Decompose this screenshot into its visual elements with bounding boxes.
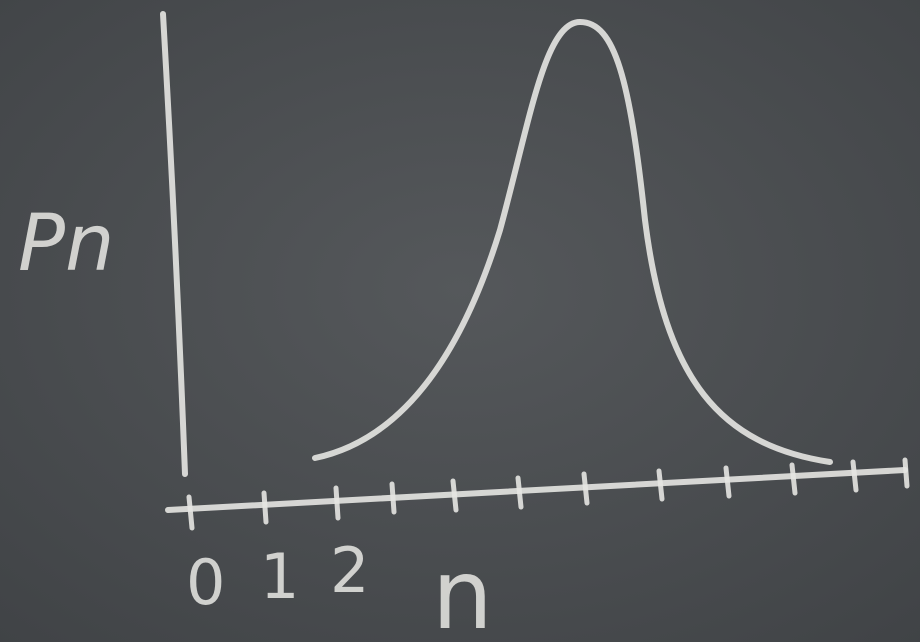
y-axis-label: Pn — [18, 199, 114, 289]
tick — [905, 460, 907, 486]
tick — [853, 462, 856, 490]
tick — [659, 471, 662, 499]
tick — [726, 468, 729, 496]
tick — [189, 497, 192, 528]
chalkboard: Pn 0 1 2 n — [0, 0, 920, 642]
tick — [453, 481, 456, 510]
tick — [518, 478, 521, 507]
page: Pn 0 1 2 n (() => { const data = JSON.pa… — [0, 0, 920, 642]
tick — [792, 465, 795, 493]
tick-label: 2 — [330, 534, 369, 607]
x-axis-label: n — [432, 539, 493, 642]
tick — [336, 488, 338, 518]
tick-label: 1 — [260, 540, 299, 613]
tick-label: 0 — [186, 546, 225, 619]
tick — [392, 484, 394, 512]
tick — [264, 493, 266, 522]
tick — [584, 474, 587, 503]
